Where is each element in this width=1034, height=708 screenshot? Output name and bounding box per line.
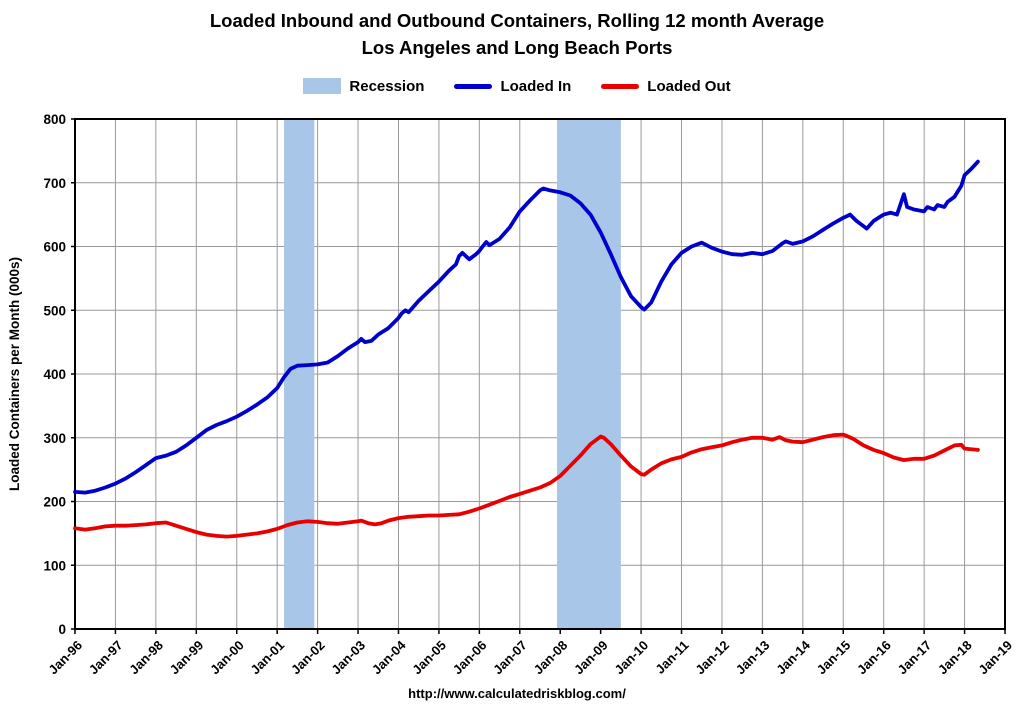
svg-text:100: 100 — [43, 558, 66, 573]
line-loaded-in — [73, 159, 980, 495]
svg-text:Jan-05: Jan-05 — [409, 638, 449, 678]
svg-text:Jan-00: Jan-00 — [207, 638, 247, 678]
svg-text:600: 600 — [43, 240, 66, 255]
legend-swatch-recession — [303, 78, 342, 94]
chart-title: Loaded Inbound and Outbound Containers, … — [0, 0, 1034, 61]
y-axis-title: Loaded Containers per Month (000s) — [7, 257, 22, 491]
svg-text:Jan-08: Jan-08 — [531, 638, 571, 678]
source-url: http://www.calculatedriskblog.com/ — [408, 686, 626, 701]
svg-text:Jan-19: Jan-19 — [975, 638, 1015, 678]
svg-text:Jan-07: Jan-07 — [490, 638, 530, 678]
svg-text:Jan-09: Jan-09 — [571, 638, 611, 678]
series-lines — [73, 159, 980, 539]
svg-text:Jan-01: Jan-01 — [248, 638, 288, 678]
svg-text:500: 500 — [43, 303, 66, 318]
svg-text:Jan-02: Jan-02 — [288, 638, 328, 678]
svg-text:Jan-97: Jan-97 — [86, 638, 126, 678]
svg-text:Jan-10: Jan-10 — [611, 638, 651, 678]
svg-text:700: 700 — [43, 176, 66, 191]
svg-text:Jan-96: Jan-96 — [45, 638, 85, 678]
legend-item-recession: Recession — [303, 78, 424, 95]
svg-text:400: 400 — [43, 367, 66, 382]
svg-text:800: 800 — [43, 112, 66, 127]
svg-text:Jan-15: Jan-15 — [814, 638, 854, 678]
legend-label-loaded-in: Loaded In — [500, 77, 572, 95]
svg-text:0: 0 — [58, 622, 66, 637]
svg-text:Jan-06: Jan-06 — [450, 638, 490, 678]
svg-text:300: 300 — [43, 431, 66, 446]
legend-swatch-loaded-out — [601, 83, 640, 89]
legend-item-loaded-out: Loaded Out — [601, 77, 731, 95]
svg-text:Jan-04: Jan-04 — [369, 637, 409, 677]
svg-text:Jan-17: Jan-17 — [895, 638, 935, 678]
chart-title-line1: Loaded Inbound and Outbound Containers, … — [209, 10, 825, 31]
legend-label-recession: Recession — [349, 77, 425, 95]
line-loaded-out — [73, 432, 980, 539]
gridlines — [75, 119, 1005, 629]
svg-text:Jan-18: Jan-18 — [935, 638, 975, 678]
legend: Recession Loaded In Loaded Out — [0, 77, 1034, 95]
svg-text:Jan-14: Jan-14 — [773, 637, 813, 677]
svg-text:Jan-98: Jan-98 — [126, 638, 166, 678]
svg-text:Jan-99: Jan-99 — [167, 638, 207, 678]
svg-text:200: 200 — [43, 495, 66, 510]
svg-text:Jan-11: Jan-11 — [652, 638, 691, 677]
svg-text:Jan-12: Jan-12 — [692, 638, 732, 678]
legend-swatch-loaded-in — [454, 83, 493, 89]
legend-label-loaded-out: Loaded Out — [647, 77, 731, 95]
svg-text:Jan-03: Jan-03 — [328, 638, 368, 678]
recession-bands — [284, 119, 621, 629]
svg-text:Jan-16: Jan-16 — [854, 638, 894, 678]
svg-text:Jan-13: Jan-13 — [733, 638, 773, 678]
legend-item-loaded-in: Loaded In — [454, 78, 571, 95]
plot-border — [74, 118, 1006, 630]
chart-title-line2: Los Angeles and Long Beach Ports — [361, 37, 673, 58]
